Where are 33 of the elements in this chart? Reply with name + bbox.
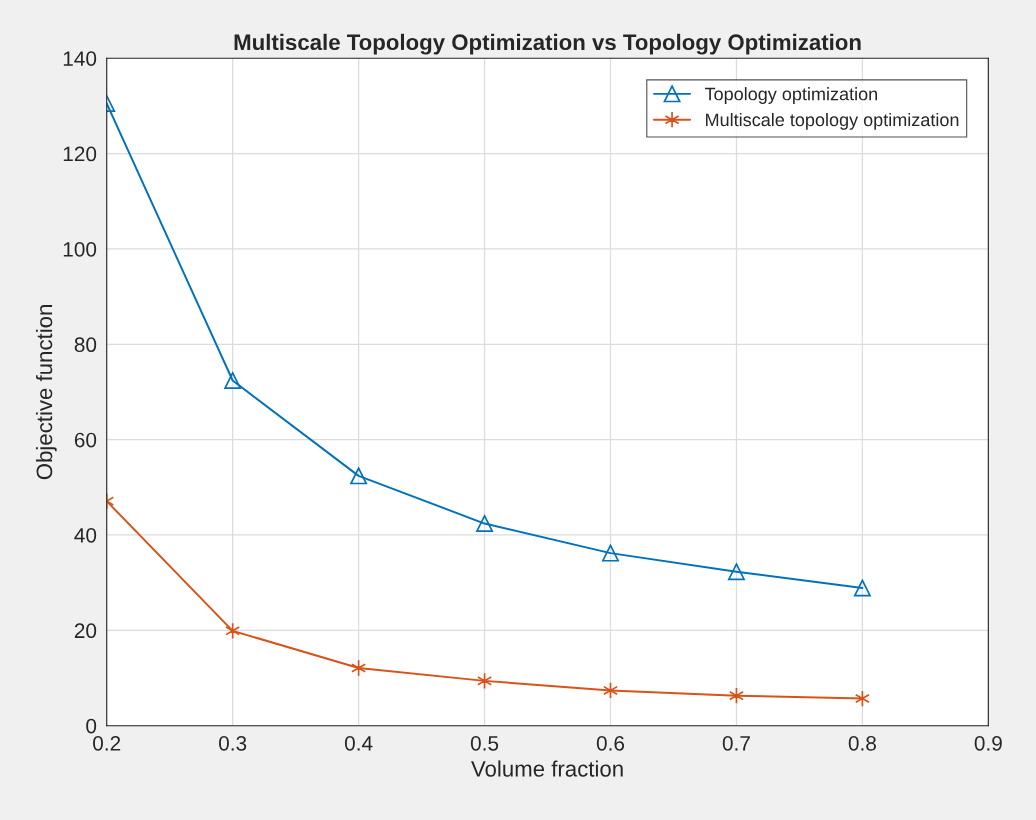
x-tick-label: 0.5 xyxy=(470,735,499,751)
y-tick-label: 40 xyxy=(74,527,97,543)
y-axis-title: Objective function xyxy=(35,305,57,480)
point xyxy=(854,690,870,707)
point xyxy=(602,544,619,562)
x-axis-title: Volume fraction xyxy=(471,760,623,777)
point xyxy=(603,681,618,699)
point xyxy=(727,563,745,581)
x-tick-label: 0.7 xyxy=(722,735,750,751)
y-tick-label: 0 xyxy=(86,718,97,734)
y-tick-label: 140 xyxy=(63,51,97,66)
legend-label: Topology optimization xyxy=(704,87,878,104)
point xyxy=(350,467,368,485)
point xyxy=(853,579,871,597)
point xyxy=(728,687,744,705)
x-tick-label: 0.2 xyxy=(93,735,121,751)
y-tick-label: 120 xyxy=(63,146,97,162)
point xyxy=(477,672,493,690)
y-tick-label: 100 xyxy=(63,241,97,257)
legend-label: Multiscale topology optimization xyxy=(706,112,959,130)
x-tick-label: 0.9 xyxy=(974,735,1002,751)
point xyxy=(225,622,241,640)
point xyxy=(476,515,494,533)
y-tick-label: 60 xyxy=(74,432,97,448)
chart-title: Multiscale Topology Optimization vs Topology Optimization xyxy=(234,33,861,55)
y-tick-label: 20 xyxy=(74,623,97,639)
x-tick-label: 0.3 xyxy=(218,735,247,751)
x-tick-label: 0.4 xyxy=(344,735,373,751)
point xyxy=(351,659,367,677)
point xyxy=(224,372,242,389)
y-tick-label: 80 xyxy=(74,337,97,353)
x-tick-label: 0.6 xyxy=(596,735,625,751)
x-tick-label: 0.8 xyxy=(848,735,876,751)
